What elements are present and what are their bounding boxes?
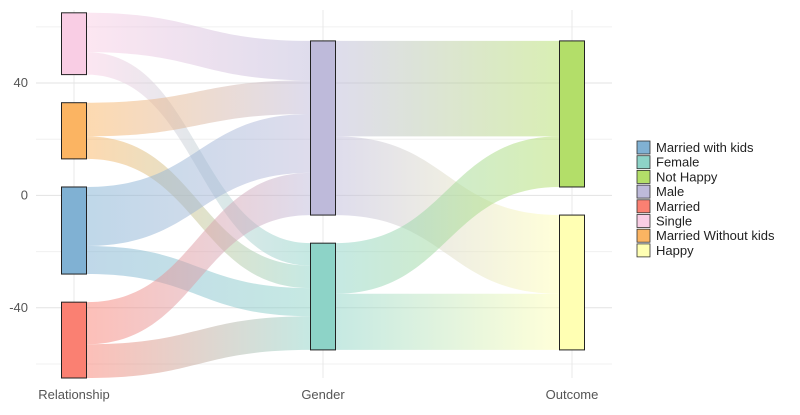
flow-mwok-to-male: [86, 80, 311, 137]
legend-label: Single: [656, 214, 692, 229]
flow-married-to-female: [86, 316, 311, 378]
legend-label: Married with kids: [656, 140, 754, 155]
flow-mwk-to-male: [86, 113, 311, 246]
legend-swatch: [636, 214, 651, 228]
node-mwok: [61, 102, 87, 160]
legend-swatch: [636, 155, 651, 170]
flow-married-to-male: [86, 172, 311, 345]
node-nothappy: [559, 40, 585, 188]
flow-female-to-happy: [335, 293, 560, 350]
node-female: [310, 242, 336, 351]
flow-single-to-male: [86, 12, 311, 81]
y-tick-label: 40: [14, 75, 28, 90]
legend-swatch: [636, 169, 651, 184]
legend-swatch: [636, 199, 651, 214]
link-layer: [86, 12, 560, 378]
flow-mwk-to-female: [86, 245, 311, 317]
axis-layer: 40 0 -40 Relationship Gender Outcome: [9, 75, 598, 402]
legend-label: Happy: [656, 243, 694, 258]
flow-male-to-nothappy: [335, 40, 560, 137]
flow-mwok-to-female: [86, 136, 311, 289]
legend-label: Female: [656, 155, 699, 170]
y-tick-label: -40: [9, 300, 28, 315]
legend-swatch: [636, 140, 651, 155]
legend-label: Married Without kids: [656, 228, 775, 243]
node-layer: [61, 12, 585, 379]
legend-label: Not Happy: [656, 169, 718, 184]
legend-swatch: [636, 243, 651, 258]
x-axis-label: Relationship: [38, 387, 110, 402]
legend-label: Male: [656, 184, 684, 199]
x-axis-label: Outcome: [546, 387, 599, 402]
legend-label: Married: [656, 199, 700, 214]
node-male: [310, 40, 336, 216]
flow-female-to-nothappy: [335, 136, 560, 294]
node-happy: [559, 214, 585, 351]
node-married: [61, 301, 87, 379]
y-tick-label: 0: [21, 187, 28, 202]
node-single: [61, 12, 87, 76]
node-mwk: [61, 186, 87, 275]
legend-swatch: [636, 228, 651, 243]
legend-swatch: [636, 184, 651, 199]
x-axis-label: Gender: [301, 387, 345, 402]
